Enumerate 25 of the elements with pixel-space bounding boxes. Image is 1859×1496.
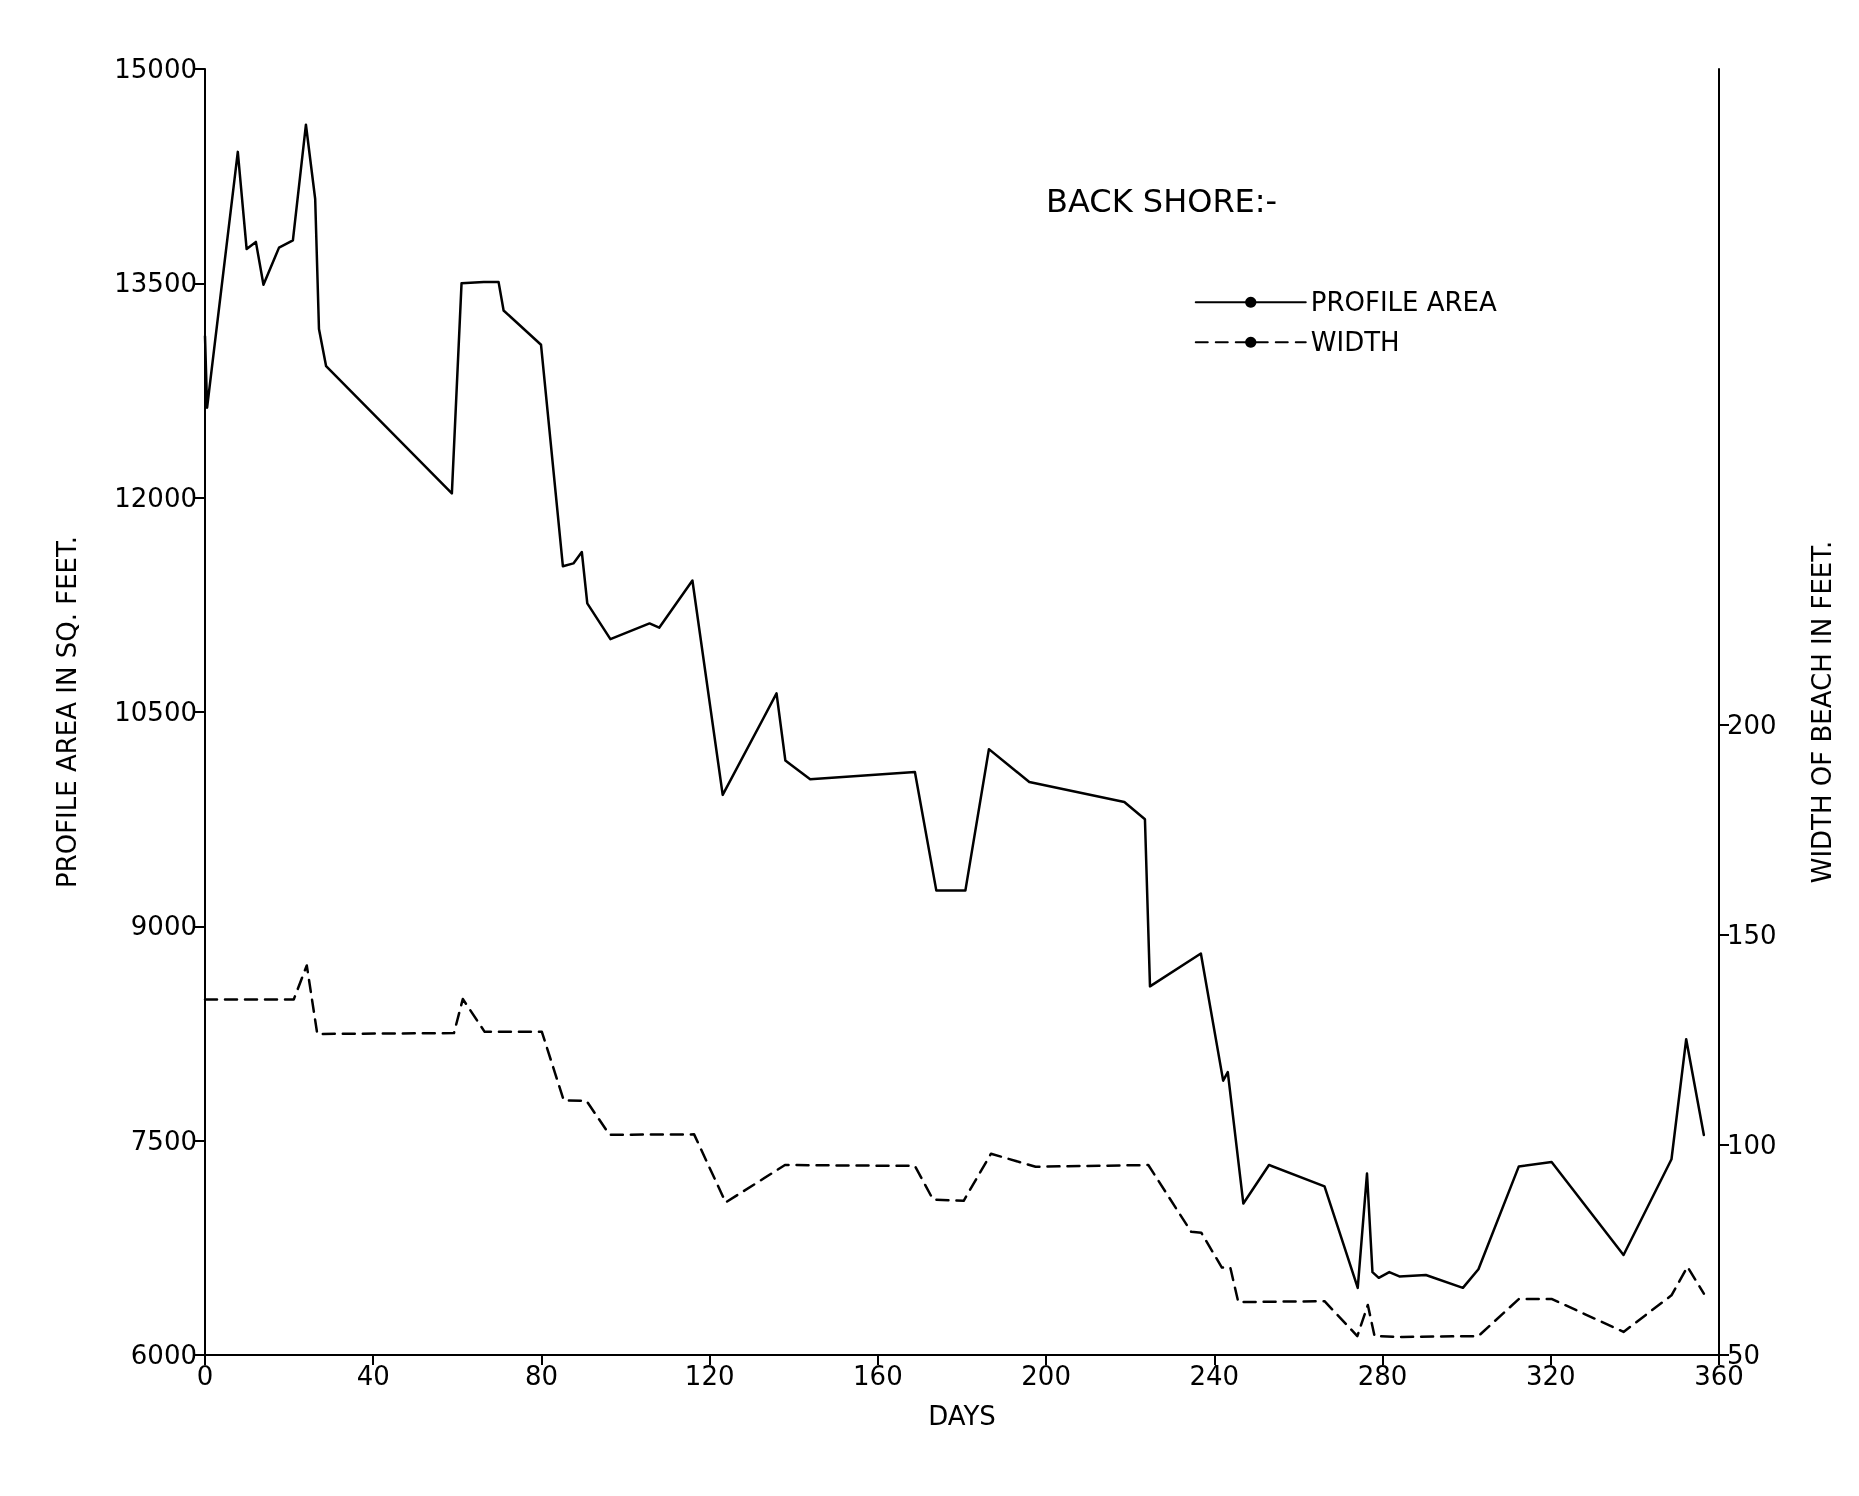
y-tick-label: 13500 xyxy=(114,268,197,299)
x-tick-label: 240 xyxy=(1189,1361,1240,1391)
y2-axis-title: WIDTH OF BEACH IN FEET. xyxy=(1807,540,1837,884)
y2-tick-label: 200 xyxy=(1727,709,1777,740)
x-tick-label: 320 xyxy=(1525,1361,1576,1391)
y2-tick-label: 150 xyxy=(1727,919,1777,950)
y-tick-label: 9000 xyxy=(130,911,197,942)
x-tick-label: 120 xyxy=(684,1361,735,1391)
y2-tick-label: 100 xyxy=(1727,1129,1777,1160)
text: BACK SHORE:- xyxy=(1046,181,1278,220)
x-tick-label: 80 xyxy=(524,1361,558,1391)
y-tick-label: 15000 xyxy=(114,54,197,84)
y-tick-label: 7500 xyxy=(130,1125,197,1156)
x-tick-label: 160 xyxy=(853,1361,903,1391)
x-axis-title: DAYS xyxy=(928,1401,996,1431)
legend-label: WIDTH xyxy=(1310,327,1400,358)
y-axis-title: PROFILE AREA IN SQ. FEET. xyxy=(52,535,82,889)
y-tick-label: 10500 xyxy=(114,697,197,727)
x-tick-label: 40 xyxy=(356,1361,390,1391)
y-tick-label: 12000 xyxy=(114,482,197,513)
x-tick-label: 280 xyxy=(1357,1361,1408,1391)
legend-label: PROFILE AREA xyxy=(1310,287,1498,318)
y-tick-label: 6000 xyxy=(130,1340,197,1370)
x-tick-label: 200 xyxy=(1021,1361,1071,1391)
x-tick-label: 0 xyxy=(196,1361,214,1391)
